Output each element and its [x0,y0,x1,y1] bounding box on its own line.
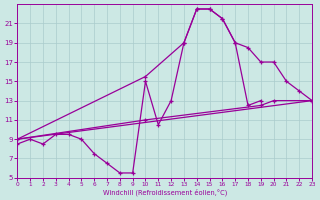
X-axis label: Windchill (Refroidissement éolien,°C): Windchill (Refroidissement éolien,°C) [102,188,227,196]
